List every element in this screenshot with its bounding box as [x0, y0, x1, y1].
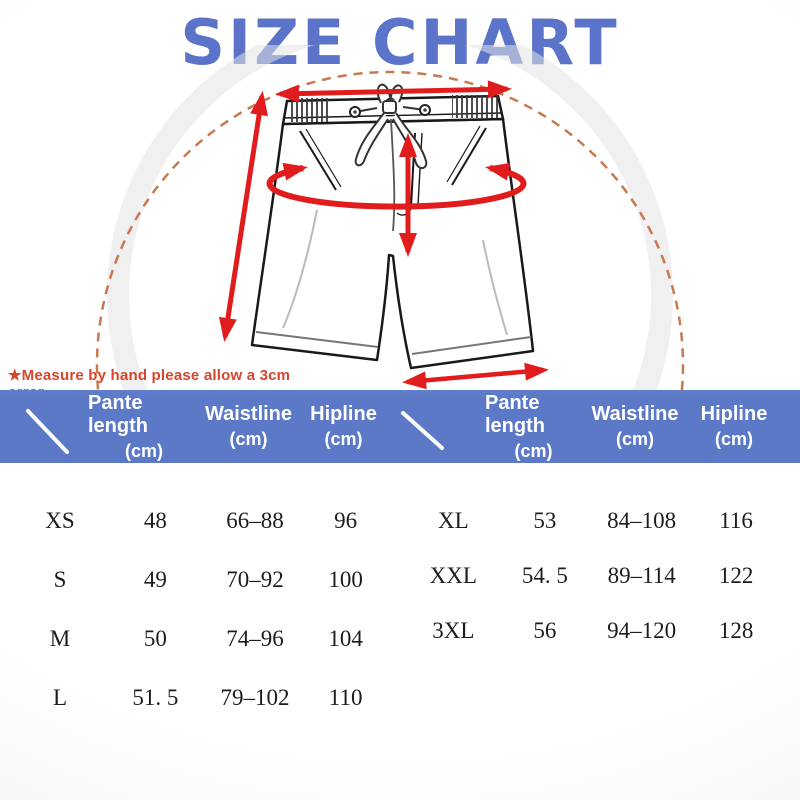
size-label: 3XL [432, 617, 475, 643]
hipline-ellipse-arrow [266, 162, 527, 210]
hipline-value: 122 [718, 562, 754, 588]
pant-length-value: 51. 5 [132, 684, 179, 710]
waistline-value: 70–92 [226, 566, 284, 592]
hipline-value: 96 [334, 507, 358, 533]
eyelet-icon [349, 104, 431, 118]
waistline-value: 84–108 [607, 507, 677, 533]
table-row: L 51. 5 79–102 110 [0, 668, 390, 727]
pant-length-value: 54. 5 [521, 562, 568, 588]
hipline-value: 104 [328, 625, 363, 651]
shorts-diagram [95, 45, 685, 390]
header-slash-icon [401, 411, 444, 450]
pant-length-value: 50 [143, 625, 167, 651]
header-waistline-right: Waistline (cm) [591, 403, 679, 449]
header-hipline-right: Hipline (cm) [700, 403, 768, 449]
dashed-circle [95, 70, 685, 390]
hipline-value: 116 [719, 507, 753, 533]
header-waistline-left: Waistline (cm) [204, 403, 293, 449]
waistline-value: 79–102 [220, 684, 290, 710]
table-row: XXL 54. 5 89–114 122 [390, 548, 780, 603]
pant-length-value: 53 [533, 507, 557, 533]
size-table-left: XS 48 66–88 96 S 49 70–92 100 M 50 74–96… [0, 463, 390, 727]
pant-length-value: 49 [143, 566, 167, 592]
header-slash-cell-right [390, 390, 485, 463]
waistline-value: 74–96 [226, 625, 284, 651]
waistband-elastic-left [288, 98, 328, 122]
size-label: XS [45, 507, 75, 533]
waistline-value: 89–114 [607, 562, 676, 588]
size-label: S [53, 566, 67, 592]
size-label: M [49, 625, 71, 651]
waistline-value: 94–120 [607, 617, 677, 643]
shorts-line-drawing [250, 83, 535, 370]
table-row: S 49 70–92 100 [0, 550, 390, 609]
gray-halo-circle [107, 45, 673, 390]
header-pant-length-right: Pante length (cm) [485, 391, 553, 461]
size-label: XL [437, 507, 469, 533]
measurement-arrows [218, 80, 549, 390]
table-row: 3XL 56 94–120 128 [390, 603, 780, 658]
table-row: XL 53 84–108 116 [390, 493, 780, 548]
header-pant-length-left: Pante length (cm) [88, 391, 163, 461]
size-label: XXL [429, 562, 477, 588]
table-header: Pante length (cm) Waistline (cm) Hipline… [0, 390, 800, 463]
pant-length-arrow [218, 91, 269, 342]
header-hipline-left: Hipline (cm) [310, 403, 377, 449]
pant-length-value: 48 [143, 507, 167, 533]
waistline-value: 66–88 [226, 507, 284, 533]
hero-section: SIZE CHART [0, 0, 800, 401]
header-slash-cell-left [0, 390, 88, 463]
hipline-value: 110 [328, 684, 363, 710]
waistline-arrow [275, 80, 512, 103]
header-slash-icon [26, 409, 69, 454]
size-label: L [52, 684, 67, 710]
waistband-elastic-right [452, 95, 501, 118]
hem-width-arrow [402, 362, 549, 390]
size-table-right: XL 53 84–108 116 XXL 54. 5 89–114 122 3X… [390, 463, 780, 658]
pant-length-value: 56 [533, 617, 557, 643]
table-row: M 50 74–96 104 [0, 609, 390, 668]
hipline-value: 100 [328, 566, 363, 592]
hipline-value: 128 [718, 617, 754, 643]
table-row: XS 48 66–88 96 [0, 491, 390, 550]
